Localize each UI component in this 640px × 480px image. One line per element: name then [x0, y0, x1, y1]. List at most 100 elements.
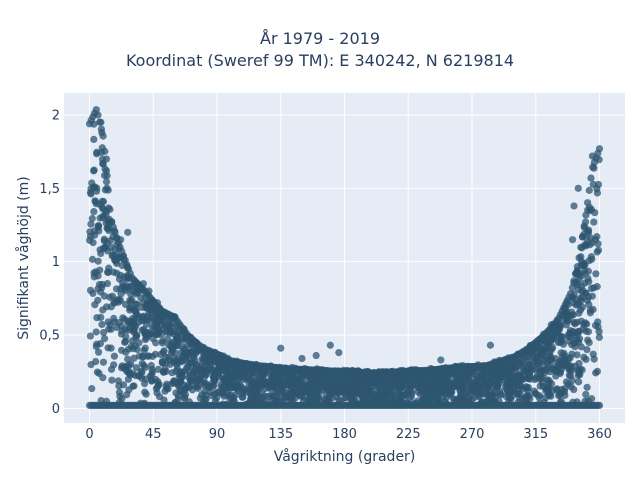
data-point	[532, 390, 540, 398]
data-point	[147, 305, 155, 314]
data-point	[139, 298, 147, 307]
data-point	[558, 337, 566, 346]
data-point	[368, 389, 376, 397]
data-point	[538, 379, 547, 387]
data-point	[469, 394, 478, 402]
data-point	[452, 396, 461, 404]
data-point	[114, 298, 123, 306]
data-point	[547, 357, 555, 365]
data-point	[87, 220, 95, 228]
data-point	[348, 374, 357, 382]
data-point	[553, 316, 561, 324]
data-point	[582, 242, 590, 250]
data-point	[162, 367, 170, 376]
data-point	[124, 228, 132, 236]
data-point	[508, 378, 517, 387]
y-tick-label: 1,5	[39, 182, 60, 197]
data-point	[121, 337, 130, 345]
data-point	[575, 338, 583, 346]
data-point	[99, 197, 108, 206]
data-point	[199, 366, 207, 374]
data-point	[513, 390, 521, 398]
data-point	[90, 135, 98, 143]
data-point	[106, 321, 114, 329]
data-point	[575, 309, 583, 317]
data-point	[88, 214, 96, 223]
data-point	[335, 349, 343, 357]
data-point	[216, 363, 224, 371]
data-point	[148, 368, 157, 376]
data-point	[235, 364, 243, 373]
x-tick-label: 180	[332, 427, 357, 442]
data-point	[566, 363, 574, 371]
data-point	[100, 237, 109, 245]
data-point	[91, 231, 99, 239]
data-point	[574, 330, 582, 338]
data-point	[135, 339, 143, 347]
data-point	[594, 240, 602, 248]
data-point	[97, 249, 105, 258]
y-tick-label: 0,5	[39, 329, 60, 344]
data-point	[302, 388, 310, 396]
x-tick-label: 225	[396, 427, 421, 442]
data-point	[526, 365, 534, 373]
data-point	[267, 376, 275, 384]
data-point	[582, 211, 590, 219]
data-point	[166, 322, 174, 330]
data-point	[479, 383, 487, 391]
data-point	[94, 296, 102, 304]
data-point	[148, 377, 156, 385]
data-point	[124, 326, 132, 334]
data-point	[453, 375, 461, 383]
data-point	[486, 388, 494, 396]
data-point	[181, 347, 189, 355]
data-point	[123, 391, 131, 399]
data-point	[94, 257, 102, 265]
data-point	[589, 180, 597, 188]
data-point	[546, 368, 554, 376]
data-point	[322, 390, 330, 398]
data-point	[185, 373, 193, 382]
data-point	[87, 361, 95, 369]
data-point	[578, 293, 586, 302]
data-point	[442, 377, 450, 385]
data-point	[162, 382, 170, 390]
data-point	[106, 205, 114, 214]
data-point	[102, 211, 110, 219]
data-point	[117, 236, 125, 244]
data-point	[115, 382, 123, 390]
data-point	[232, 384, 240, 393]
data-point	[555, 392, 563, 400]
data-point	[145, 287, 153, 295]
data-point	[177, 378, 185, 386]
data-point	[153, 299, 162, 307]
data-point	[488, 371, 496, 379]
data-point	[130, 382, 138, 390]
data-point	[146, 316, 155, 324]
data-point	[200, 355, 208, 363]
data-point	[251, 391, 259, 399]
data-point	[132, 300, 141, 308]
data-point	[122, 348, 130, 356]
data-point	[176, 387, 184, 395]
data-point	[125, 361, 133, 370]
data-point	[584, 199, 592, 207]
y-tick-label: 0	[52, 402, 60, 417]
data-point	[460, 394, 468, 402]
data-point	[192, 361, 201, 369]
data-point	[154, 365, 162, 373]
data-point	[97, 118, 105, 126]
data-point	[193, 377, 201, 385]
data-point	[210, 357, 218, 365]
data-point	[532, 356, 540, 364]
data-point	[104, 344, 112, 352]
data-point	[158, 321, 166, 329]
data-point	[577, 243, 585, 251]
data-point	[99, 358, 108, 366]
data-point	[501, 383, 509, 391]
data-point	[159, 359, 167, 367]
data-point	[95, 222, 103, 230]
data-point	[95, 369, 103, 377]
x-axis-ticks: 0 45 90 135 180 225 270 315 360	[85, 427, 612, 442]
data-point	[552, 366, 560, 374]
